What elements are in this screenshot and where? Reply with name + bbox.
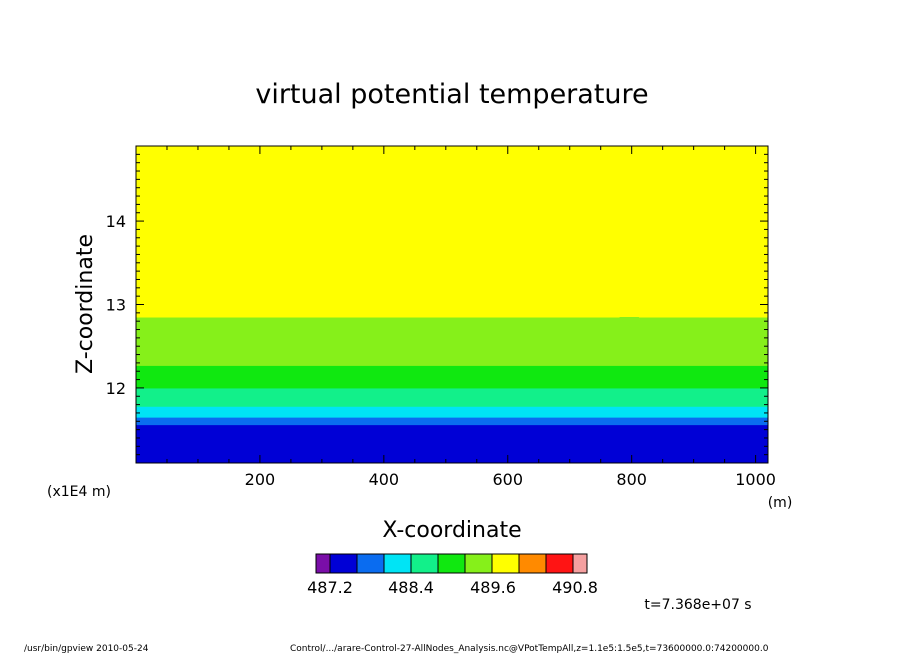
y-tick-label: 14: [106, 212, 126, 231]
y-tick-label: 12: [106, 379, 126, 398]
colorbar: [315, 553, 588, 574]
contour-band-2: [136, 406, 768, 418]
contour-band-5: [136, 317, 768, 366]
colorbar-swatch-1: [329, 553, 358, 574]
contour-dip: [619, 317, 640, 330]
contour-band-6: [136, 146, 768, 318]
contour-band-0: [136, 424, 768, 463]
y-tick-label: 13: [106, 296, 126, 315]
footer-right: Control/.../arare-Control-27-AllNodes_An…: [290, 644, 769, 654]
contour-band-3: [136, 387, 768, 407]
x-axis: 200 400 600 800 1000: [166, 146, 776, 489]
x-tick-label: 400: [369, 470, 400, 489]
colorbar-swatch-10: [572, 553, 588, 574]
colorbar-labels: 487.2 488.4 489.6 490.8: [307, 578, 598, 597]
colorbar-swatch-2: [356, 553, 385, 574]
x-axis-unit: (m): [768, 495, 793, 511]
y-axis-unit: (x1E4 m): [47, 484, 111, 500]
x-tick-label: 200: [245, 470, 276, 489]
colorbar-swatch-8: [518, 553, 547, 574]
contour-band-1: [136, 417, 768, 426]
x-axis-title: X-coordinate: [382, 518, 521, 543]
colorbar-label: 489.6: [470, 578, 516, 597]
chart-title: virtual potential temperature: [255, 79, 648, 110]
contour-band-4: [136, 365, 768, 389]
x-tick-label: 1000: [735, 470, 776, 489]
y-axis: 12 13 14: [106, 153, 768, 456]
x-tick-label: 600: [492, 470, 523, 489]
colorbar-swatch-9: [545, 553, 574, 574]
colorbar-swatch-0: [315, 553, 331, 574]
colorbar-swatch-4: [410, 553, 439, 574]
colorbar-swatch-3: [383, 553, 412, 574]
colorbar-label: 487.2: [307, 578, 353, 597]
x-tick-label: 800: [616, 470, 647, 489]
footer-left: /usr/bin/gpview 2010-05-24: [24, 644, 149, 654]
colorbar-swatch-7: [491, 553, 520, 574]
colorbar-swatch-5: [437, 553, 466, 574]
contour-bands: [136, 146, 768, 463]
time-label: t=7.368e+07 s: [644, 597, 751, 613]
colorbar-label: 490.8: [552, 578, 598, 597]
colorbar-swatch-6: [464, 553, 493, 574]
colorbar-label: 488.4: [388, 578, 434, 597]
y-axis-title: Z-coordinate: [73, 234, 98, 374]
